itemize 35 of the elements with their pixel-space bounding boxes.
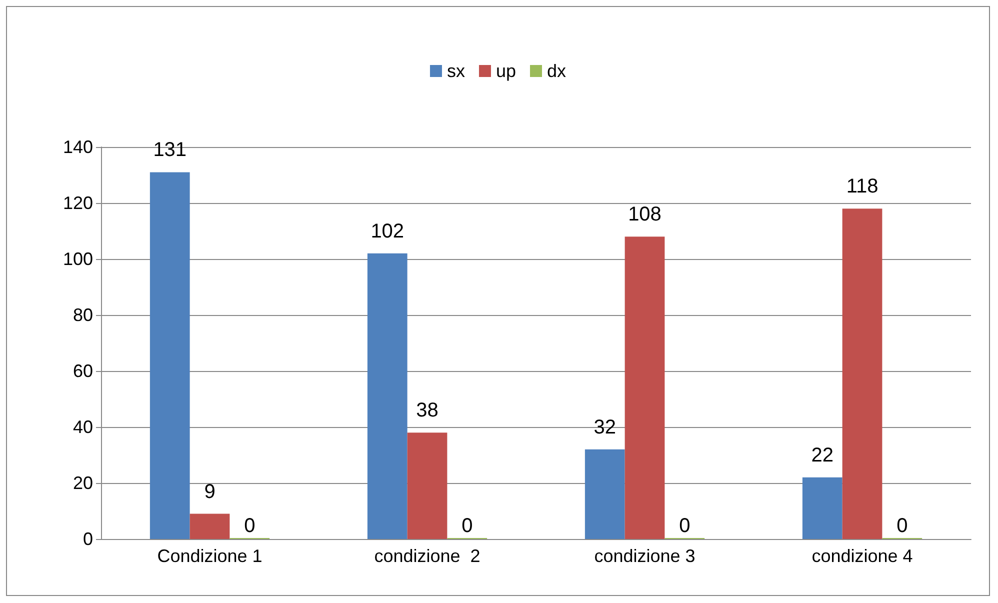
- data-label: 102: [370, 220, 404, 242]
- bar: [190, 514, 230, 539]
- data-label: 108: [628, 204, 662, 226]
- bar: [150, 172, 190, 539]
- y-tick-label: 0: [82, 529, 93, 549]
- x-tick-label: condizione 2: [374, 546, 480, 566]
- y-tick-label: 80: [72, 305, 93, 325]
- x-tick-label: Condizione 1: [157, 546, 262, 566]
- data-label: 22: [811, 444, 834, 466]
- y-tick-label: 60: [72, 361, 93, 381]
- data-label: 118: [846, 176, 878, 198]
- data-label: 131: [153, 139, 187, 162]
- bar: [802, 477, 842, 539]
- bar: [584, 449, 625, 539]
- x-tick-label: condizione 4: [812, 546, 913, 566]
- y-tick-label: 40: [72, 417, 93, 437]
- bar: [367, 253, 408, 539]
- data-label: 0: [679, 515, 690, 537]
- bar: [624, 236, 665, 539]
- data-label: 32: [594, 416, 616, 438]
- data-label: 0: [896, 515, 908, 537]
- x-tick-label: condizione 3: [594, 546, 696, 566]
- y-tick-label: 20: [72, 473, 93, 493]
- data-label: 38: [416, 400, 438, 422]
- data-label: 0: [244, 515, 256, 537]
- data-label: 0: [462, 515, 473, 537]
- y-tick-label: 120: [62, 193, 93, 213]
- y-tick-label: 140: [62, 137, 93, 157]
- bar: [407, 432, 448, 539]
- legend-label: dx: [547, 61, 566, 81]
- legend-label: sx: [446, 61, 465, 81]
- legend-label: up: [496, 61, 516, 81]
- bar: [842, 208, 882, 539]
- y-tick-label: 100: [62, 249, 93, 269]
- data-label: 9: [204, 480, 216, 503]
